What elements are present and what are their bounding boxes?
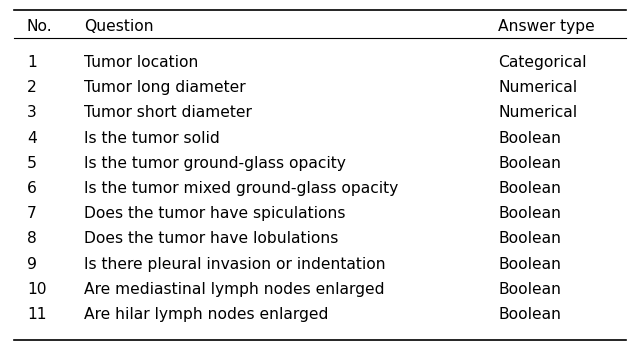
Text: Are mediastinal lymph nodes enlarged: Are mediastinal lymph nodes enlarged [84, 282, 385, 297]
Text: Numerical: Numerical [499, 80, 577, 95]
Text: 10: 10 [27, 282, 46, 297]
Text: Categorical: Categorical [499, 55, 587, 70]
Text: Boolean: Boolean [499, 231, 561, 246]
Text: 6: 6 [27, 181, 36, 196]
Text: 9: 9 [27, 256, 37, 271]
Text: Boolean: Boolean [499, 130, 561, 145]
Text: Numerical: Numerical [499, 105, 577, 120]
Text: Are hilar lymph nodes enlarged: Are hilar lymph nodes enlarged [84, 307, 328, 322]
Text: 3: 3 [27, 105, 36, 120]
Text: 5: 5 [27, 156, 37, 171]
Text: Boolean: Boolean [499, 156, 561, 171]
Text: Tumor short diameter: Tumor short diameter [84, 105, 252, 120]
Text: Is there pleural invasion or indentation: Is there pleural invasion or indentation [84, 256, 386, 271]
Text: Boolean: Boolean [499, 256, 561, 271]
Text: Question: Question [84, 19, 154, 34]
Text: No.: No. [27, 19, 52, 34]
Text: Is the tumor solid: Is the tumor solid [84, 130, 220, 145]
Text: 11: 11 [27, 307, 46, 322]
Text: Boolean: Boolean [499, 206, 561, 221]
Text: Tumor long diameter: Tumor long diameter [84, 80, 246, 95]
Text: Boolean: Boolean [499, 282, 561, 297]
Text: Does the tumor have spiculations: Does the tumor have spiculations [84, 206, 346, 221]
Text: Is the tumor mixed ground-glass opacity: Is the tumor mixed ground-glass opacity [84, 181, 399, 196]
Text: 1: 1 [27, 55, 36, 70]
Text: 2: 2 [27, 80, 36, 95]
Text: Does the tumor have lobulations: Does the tumor have lobulations [84, 231, 339, 246]
Text: 7: 7 [27, 206, 36, 221]
Text: Answer type: Answer type [499, 19, 595, 34]
Text: Boolean: Boolean [499, 307, 561, 322]
Text: Tumor location: Tumor location [84, 55, 198, 70]
Text: 8: 8 [27, 231, 36, 246]
Text: Boolean: Boolean [499, 181, 561, 196]
Text: Is the tumor ground-glass opacity: Is the tumor ground-glass opacity [84, 156, 346, 171]
Text: 4: 4 [27, 130, 36, 145]
